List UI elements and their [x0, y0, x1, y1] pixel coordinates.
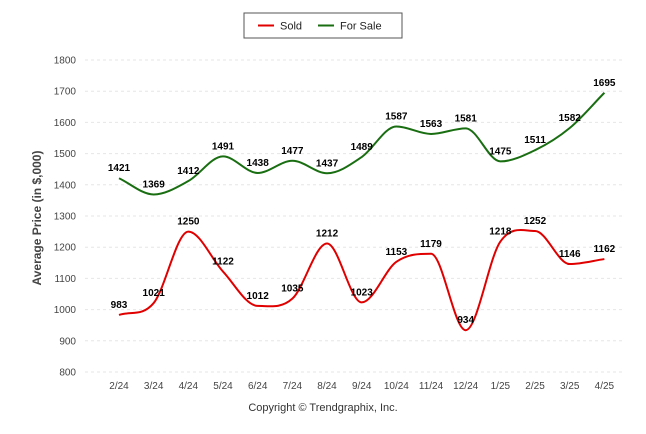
data-label-for-sale: 1695: [593, 78, 616, 89]
data-label-sold: 1146: [559, 249, 581, 260]
x-tick-label: 4/24: [179, 381, 199, 392]
x-tick-label: 12/24: [453, 381, 478, 392]
data-label-sold: 1035: [281, 284, 304, 295]
data-label-for-sale: 1582: [559, 113, 582, 124]
y-tick-label: 1300: [54, 212, 77, 223]
x-tick-label: 10/24: [384, 381, 409, 392]
y-axis-title: Average Price (in $,000): [30, 151, 44, 286]
data-label-sold: 1250: [177, 217, 200, 228]
x-axis: 2/24 3/24 4/24 5/24 6/24 7/24 8/24 9/24 10/24 11/…: [109, 381, 614, 392]
x-tick-label: 1/25: [491, 381, 511, 392]
y-tick-label: 1200: [54, 243, 77, 254]
data-label-sold: 1179: [420, 239, 442, 250]
copyright-text: Copyright © Trendgraphix, Inc.: [248, 402, 398, 414]
y-tick-label: 1700: [54, 87, 77, 98]
legend-label-sold: Sold: [280, 21, 302, 33]
y-tick-label: 900: [59, 336, 76, 347]
data-label-for-sale: 1421: [108, 163, 131, 174]
series-line-sold: [118, 228, 605, 332]
x-tick-label: 7/24: [283, 381, 303, 392]
y-tick-label: 1600: [54, 118, 77, 129]
data-label-for-sale: 1491: [212, 141, 235, 152]
x-tick-label: 3/24: [144, 381, 164, 392]
x-tick-label: 8/24: [317, 381, 337, 392]
data-label-sold: 1162: [594, 244, 616, 255]
data-label-sold: 1153: [386, 247, 408, 258]
x-tick-label: 2/24: [109, 381, 129, 392]
y-axis: 800 900 1000 1100 1200 1300 1400 1500 1600 1700 18…: [54, 56, 77, 379]
data-labels: 983 1021 1250 1122 1012 1035 1212 1023 1153 1179 9…: [108, 78, 616, 326]
data-label-sold: 1252: [524, 216, 547, 227]
legend: Sold For Sale: [243, 12, 403, 39]
legend-label-for-sale: For Sale: [340, 21, 382, 33]
x-tick-label: 4/25: [595, 381, 615, 392]
data-label-sold: 1212: [316, 228, 339, 239]
data-label-for-sale: 1511: [524, 135, 546, 146]
y-tick-label: 1400: [54, 180, 77, 191]
x-tick-label: 11/24: [419, 381, 444, 392]
x-tick-label: 6/24: [248, 381, 268, 392]
data-label-for-sale: 1477: [281, 146, 304, 157]
y-tick-label: 1000: [54, 305, 77, 316]
series-lines: [118, 92, 606, 332]
data-label-for-sale: 1587: [385, 111, 408, 122]
data-label-sold: 1021: [143, 288, 166, 299]
data-label-for-sale: 1581: [455, 113, 478, 124]
data-label-sold: 934: [457, 315, 474, 326]
data-label-sold: 1023: [351, 287, 374, 298]
data-label-for-sale: 1563: [420, 119, 443, 130]
y-tick-label: 800: [59, 368, 76, 379]
x-tick-label: 5/24: [213, 381, 233, 392]
x-tick-label: 2/25: [525, 381, 545, 392]
data-label-sold: 1122: [212, 257, 234, 268]
x-tick-label: 9/24: [352, 381, 372, 392]
data-label-for-sale: 1475: [489, 146, 512, 157]
data-label-sold: 1012: [247, 291, 270, 302]
y-tick-label: 1500: [54, 149, 77, 160]
data-label-sold: 983: [111, 300, 128, 311]
x-tick-label: 3/25: [560, 381, 580, 392]
y-tick-label: 1100: [54, 274, 76, 285]
data-label-sold: 1218: [489, 227, 512, 238]
data-label-for-sale: 1438: [247, 158, 270, 169]
data-label-for-sale: 1412: [177, 166, 200, 177]
y-tick-label: 1800: [54, 56, 77, 67]
data-label-for-sale: 1369: [143, 179, 166, 190]
data-label-for-sale: 1437: [316, 158, 339, 169]
series-line-for-sale: [118, 92, 606, 196]
data-label-for-sale: 1489: [351, 142, 374, 153]
